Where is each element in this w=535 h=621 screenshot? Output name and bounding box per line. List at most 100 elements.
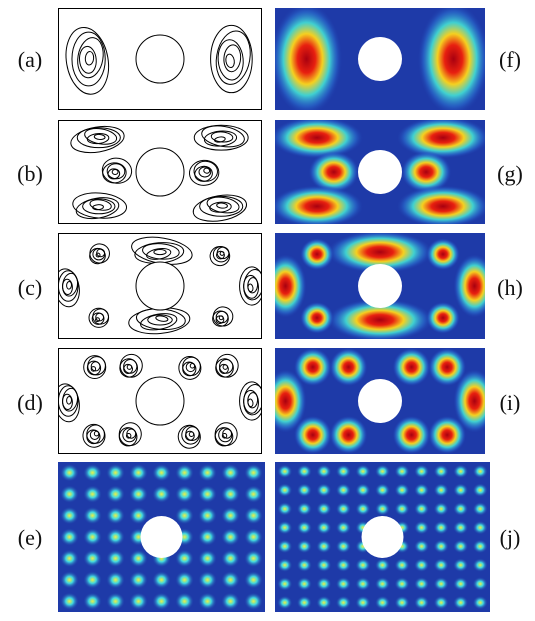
field-lobe [336,483,351,497]
hole [136,262,184,310]
heatmap-panel [265,231,496,341]
figure: (a) (b) (c) (d) (e) (f) (g) (h) (i) (j) [0,0,535,616]
field-lobe [83,528,102,546]
field-lobe [129,593,148,611]
field-lobe [355,483,370,497]
field-lobe [129,571,148,589]
field-lobe [473,577,488,591]
field-lobe [393,416,431,454]
field-lobe [106,464,125,482]
field-lobe [83,485,102,503]
field-lobe [453,465,468,479]
field-lobe [297,502,312,516]
field-lobe [83,464,102,482]
field-lobe [152,485,171,503]
field-lobe [300,302,334,334]
field-lobe [395,465,410,479]
field-lobe [277,558,292,572]
field-lobe [414,540,429,554]
field-lobe [221,485,240,503]
field-lobe [316,596,331,610]
field-lobe [277,577,292,591]
field-lobe [152,464,171,482]
field-lobe [453,502,468,516]
field-lobe [271,3,342,115]
field-lobe [297,540,312,554]
field-lobe [60,507,79,525]
field-lobe [414,465,429,479]
hole [358,264,402,308]
contour-panel [52,233,266,338]
field-lobe [198,507,217,525]
field-lobe [198,485,217,503]
field-lobe [60,593,79,611]
field-lobe [60,464,79,482]
field-lobe [316,540,331,554]
field-lobe [106,507,125,525]
field-lobe [375,483,390,497]
hole [358,37,402,81]
panel-label: (h) [497,275,523,300]
hole [136,377,184,425]
field-lobe [300,238,334,270]
field-lobe [175,464,194,482]
field-lobe [60,528,79,546]
field-lobe [375,596,390,610]
field-lobe [175,550,194,568]
field-lobe [221,593,240,611]
field-lobe [129,485,148,503]
field-lobe [316,465,331,479]
field-lobe [221,464,240,482]
field-lobe [473,540,488,554]
field-lobe [473,596,488,610]
contour-panel [59,121,262,225]
field-lobe [297,483,312,497]
hole [136,35,184,83]
field-lobe [375,465,390,479]
field-lobe [271,186,363,228]
field-lobe [316,558,331,572]
field-lobe [330,416,368,454]
field-lobe [83,593,102,611]
field-lobe [473,502,488,516]
field-lobe [473,558,488,572]
field-lobe [453,558,468,572]
field-lobe [271,117,363,159]
field-lobe [83,550,102,568]
field-lobe [198,571,217,589]
field-lobe [198,550,217,568]
field-lobe [294,416,332,454]
field-lobe [375,577,390,591]
field-lobe [83,571,102,589]
field-lobe [244,507,263,525]
field-lobe [221,507,240,525]
field-lobe [152,593,171,611]
field-lobe [355,577,370,591]
field-lobe [473,483,488,497]
field-lobe [355,596,370,610]
field-lobe [428,416,466,454]
field-lobe [414,502,429,516]
field-lobe [336,502,351,516]
field-lobe [395,558,410,572]
field-lobe [375,558,390,572]
hole [362,516,404,558]
heatmap-panel [271,117,489,227]
field-lobe [221,550,240,568]
field-lobe [60,485,79,503]
heatmap-panel [271,3,489,115]
field-lobe [244,528,263,546]
field-lobe [277,502,292,516]
field-lobe [393,348,431,386]
field-lobe [453,577,468,591]
field-lobe [395,577,410,591]
field-lobe [198,464,217,482]
field-lobe [60,571,79,589]
field-lobe [277,521,292,535]
field-lobe [316,577,331,591]
field-lobe [414,483,429,497]
field-lobe [414,558,429,572]
field-lobe [316,521,331,535]
hole [141,516,183,558]
field-lobe [355,465,370,479]
